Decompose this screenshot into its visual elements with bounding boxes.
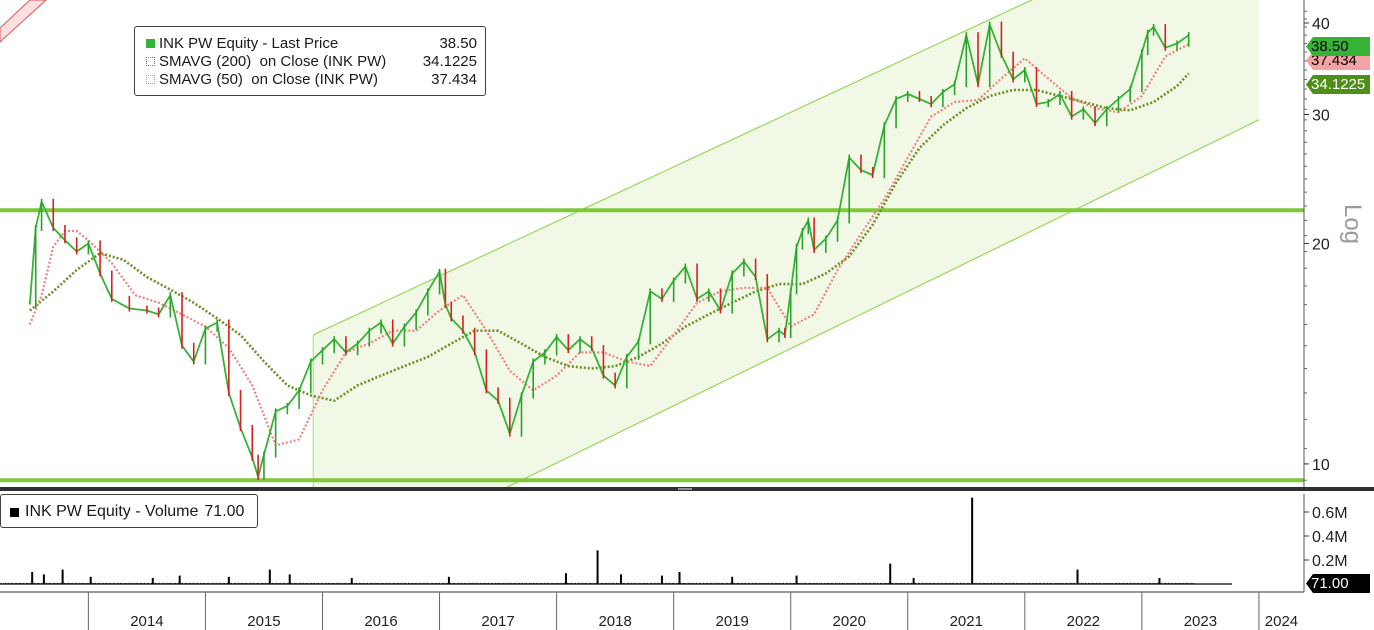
- corner-marker: [0, 0, 47, 43]
- tag-volume: 71.00: [1306, 574, 1370, 593]
- volume-legend: INK PW Equity - Volume 71.00: [0, 494, 258, 528]
- legend-value-volume: 71.00: [204, 503, 245, 520]
- legend-name-sma50: SMAVG (50) on Close (INK PW): [159, 70, 378, 88]
- legend-name-volume: INK PW Equity - Volume: [25, 503, 199, 520]
- pane-splitter-handle: [678, 488, 692, 490]
- tag-last-price: 38.50: [1306, 37, 1370, 56]
- legend-row-last-price: INK PW Equity - Last Price 38.50: [143, 34, 477, 52]
- time-axis-year-label: 2014: [130, 613, 163, 630]
- legend-name-price: INK PW Equity - Last Price: [159, 34, 339, 52]
- legend-row-sma200: SMAVG (200) on Close (INK PW) 34.1225: [143, 52, 477, 70]
- legend-value-sma200: 34.1225: [422, 52, 477, 70]
- legend-swatch-sma50: [146, 74, 155, 84]
- legend-swatch-volume: [10, 507, 19, 517]
- channel-band: [313, 0, 1259, 487]
- legend-value-sma50: 37.434: [431, 70, 477, 88]
- channel-upper-line: [312, 0, 1034, 336]
- legend-row-sma50: SMAVG (50) on Close (INK PW) 37.434: [143, 70, 477, 88]
- time-axis-year-label: 2018: [598, 613, 631, 630]
- volume-axis-tick-label: 0.4M: [1312, 529, 1348, 546]
- legend-row-volume: INK PW Equity - Volume 71.00: [7, 503, 251, 521]
- price-legend: INK PW Equity - Last Price 38.50 SMAVG (…: [134, 26, 486, 96]
- price-axis-tick-label: 30: [1312, 108, 1330, 125]
- legend-value-price: 38.50: [439, 34, 477, 52]
- volume-axis-tick-label: 0.2M: [1312, 553, 1348, 570]
- time-axis-year-label: 2020: [833, 613, 866, 630]
- time-axis-year-label: 2019: [715, 613, 748, 630]
- time-axis-year-label: 2023: [1184, 613, 1217, 630]
- time-axis-year-label: 2017: [481, 613, 514, 630]
- time-axis-year-label: 2022: [1067, 613, 1100, 630]
- price-axis-tick-label: 20: [1312, 236, 1330, 253]
- time-axis-year-label: 2024: [1265, 613, 1298, 630]
- legend-name-sma200: SMAVG (200) on Close (INK PW): [159, 52, 387, 70]
- tag-sma200: 34.1225: [1306, 75, 1370, 94]
- log-scale-label: Log: [1339, 204, 1366, 244]
- price-line: [28, 23, 1190, 478]
- time-axis-year-label: 2015: [247, 613, 280, 630]
- price-axis-tick-label: 10: [1312, 457, 1330, 474]
- price-axis-tick-label: 40: [1312, 16, 1330, 33]
- time-axis-year-label: 2021: [950, 613, 983, 630]
- legend-swatch-price: [146, 38, 155, 48]
- legend-swatch-sma200: [146, 56, 155, 66]
- channel-lower-line: [506, 119, 1260, 487]
- time-axis-year-label: 2016: [364, 613, 397, 630]
- volume-axis-tick-label: 0.6M: [1312, 505, 1348, 522]
